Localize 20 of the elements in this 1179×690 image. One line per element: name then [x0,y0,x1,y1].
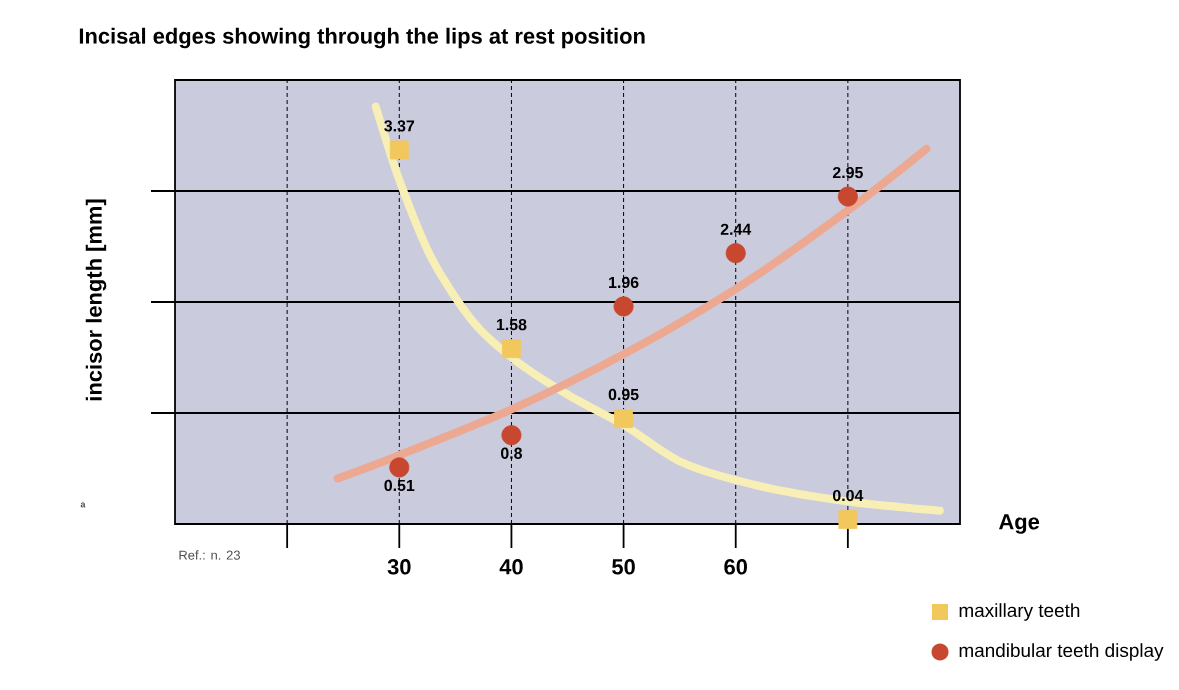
x-tick-label: 50 [612,559,635,575]
data-label: 1.96 [609,276,639,289]
legend-label: mandibular teeth display [959,643,1164,661]
data-label: 2.44 [720,223,752,235]
text: Ref.: n. 23 [179,550,240,560]
data-label: 3.37 [384,120,415,132]
data-label: 0.51 [384,479,415,492]
data-label: 0.8 [500,447,523,459]
y-axis-title: incisor length [mm] [85,199,107,401]
data-label: 2.95 [832,166,863,179]
chart-title: Incisal edges showing through the lips at rest position [79,27,645,49]
x-tick-label: 40 [499,559,523,575]
x-axis-title: Age [998,514,1040,534]
data-label: 0.95 [608,388,639,401]
x-tick-label: 60 [724,559,747,575]
data-label: 1.58 [496,318,527,331]
legend-label: maxillary teeth [959,603,1080,621]
x-tick-label: 30 [387,559,411,575]
text: a [80,502,86,508]
data-label: 0.04 [832,489,864,502]
